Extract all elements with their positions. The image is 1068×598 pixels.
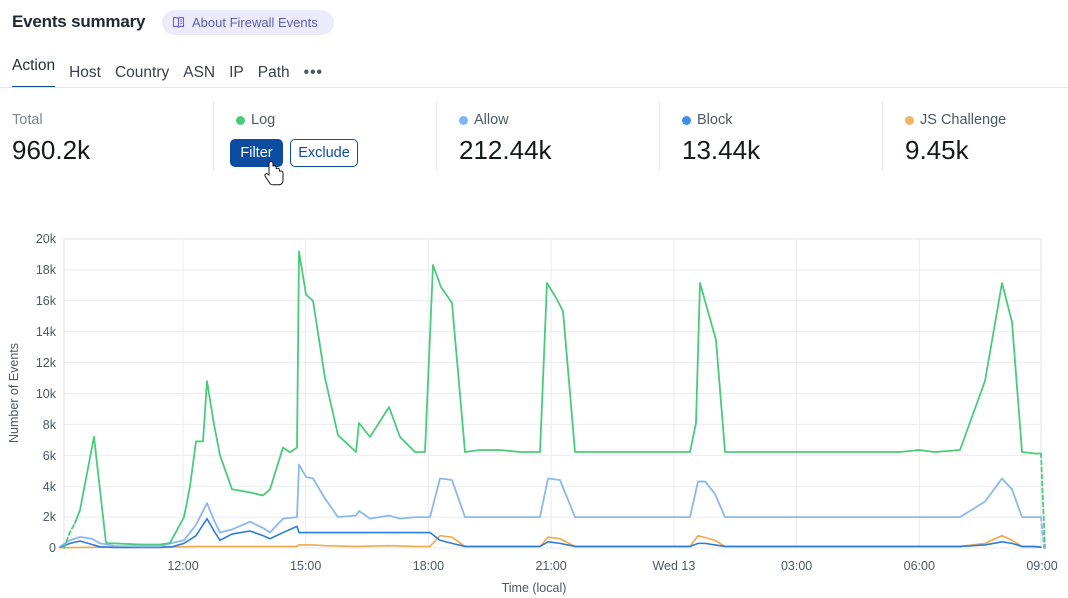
svg-text:18:00: 18:00 bbox=[413, 559, 444, 573]
svg-text:18k: 18k bbox=[36, 263, 57, 277]
svg-text:09:00: 09:00 bbox=[1026, 559, 1057, 573]
svg-text:15:00: 15:00 bbox=[290, 559, 321, 573]
svg-text:8k: 8k bbox=[43, 418, 57, 432]
svg-text:12:00: 12:00 bbox=[167, 559, 198, 573]
svg-text:16k: 16k bbox=[36, 294, 57, 308]
svg-text:03:00: 03:00 bbox=[781, 559, 812, 573]
svg-text:20k: 20k bbox=[36, 232, 57, 246]
svg-text:Number of Events: Number of Events bbox=[7, 343, 21, 443]
svg-text:0: 0 bbox=[49, 541, 56, 555]
svg-text:4k: 4k bbox=[43, 480, 57, 494]
svg-text:Time (local): Time (local) bbox=[502, 581, 567, 595]
svg-text:12k: 12k bbox=[36, 356, 57, 370]
svg-text:06:00: 06:00 bbox=[904, 559, 935, 573]
svg-text:14k: 14k bbox=[36, 325, 57, 339]
svg-text:10k: 10k bbox=[36, 387, 57, 401]
svg-text:6k: 6k bbox=[43, 449, 57, 463]
svg-text:21:00: 21:00 bbox=[535, 559, 566, 573]
svg-text:2k: 2k bbox=[43, 510, 57, 524]
svg-text:Wed 13: Wed 13 bbox=[652, 559, 695, 573]
